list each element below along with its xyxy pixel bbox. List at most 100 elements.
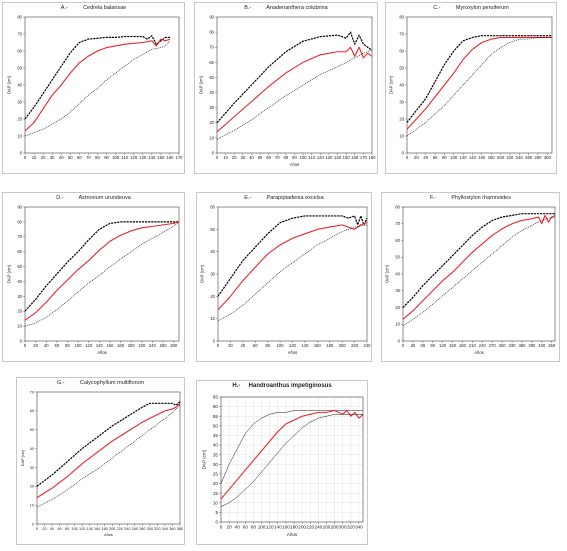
x-tick-label: 220 <box>351 343 359 348</box>
y-tick-label: 60 <box>210 204 215 209</box>
y-tick-label: 40 <box>17 279 22 284</box>
x-tick-label: 140 <box>87 527 93 531</box>
y-tick-label: 80 <box>17 219 22 224</box>
x-tick-label: 240 <box>479 343 487 348</box>
lower-bound-line <box>36 404 181 508</box>
median-line <box>406 36 552 130</box>
y-tick-label: 30 <box>30 466 34 470</box>
x-tick-label: 60 <box>253 343 258 348</box>
x-tick-label: 170 <box>360 155 368 160</box>
x-tick-label: 200 <box>128 343 136 348</box>
y-tick-label: 60 <box>17 48 22 53</box>
y-tick-label: 70 <box>209 45 214 50</box>
upper-bound-line <box>216 31 373 124</box>
chart-svg: 0 20 40 60 80 100 120 140 160 180 200 220 240 260 280 3… <box>389 14 553 160</box>
y-tick-label: 70 <box>17 234 22 239</box>
x-tick-label: 10 <box>32 155 37 160</box>
x-tick-label: 90 <box>104 155 109 160</box>
y-tick-label: 80 <box>399 14 404 19</box>
y-tick-label: 20 <box>209 120 214 125</box>
chart-svg: 0 10 20 30 40 50 60 70 80 90 100 110 120 130 140 150 160… <box>7 14 183 160</box>
y-tick-label: 35 <box>213 452 219 457</box>
x-tick-label: 20 <box>414 155 419 160</box>
plot-frame <box>36 391 181 525</box>
x-tick-label: 0 <box>402 343 405 348</box>
x-tick-label: 220 <box>138 343 146 348</box>
y-tick-label: 30 <box>209 105 214 110</box>
x-tick-label: 240 <box>149 343 157 348</box>
x-tick-label: 240 <box>124 527 130 531</box>
x-tick-label: 20 <box>41 155 46 160</box>
x-tick-label: 50 <box>68 155 73 160</box>
x-tick-label: 140 <box>469 155 477 160</box>
x-tick-label: 180 <box>488 155 496 160</box>
y-tick-label: 0 <box>215 520 218 525</box>
y-tick-label: 10 <box>210 316 215 321</box>
x-tick-label: 300 <box>544 155 552 160</box>
chart-panel-a: A.- Cedrela balansae 0 10 20 30 40 50 60 70 80 90… <box>2 2 185 174</box>
x-tick-label: 200 <box>497 155 505 160</box>
y-axis-label: DAP (cm) <box>7 264 12 283</box>
x-tick-label: 140 <box>301 343 309 348</box>
x-tick-label: 60 <box>243 525 249 530</box>
x-tick-label: 120 <box>85 343 93 348</box>
y-tick-label: 20 <box>399 116 404 121</box>
y-tick-label: 0 <box>213 338 216 343</box>
x-tick-label: 180 <box>102 527 108 531</box>
x-tick-label: 160 <box>106 343 114 348</box>
x-tick-label: 160 <box>478 155 486 160</box>
y-tick-label: 20 <box>30 485 34 489</box>
y-axis-label: DAP (cm) <box>389 75 394 94</box>
x-tick-label: 50 <box>258 155 263 160</box>
x-tick-label: 80 <box>95 155 100 160</box>
x-axis-label: Años <box>288 350 298 355</box>
x-tick-label: 0 <box>24 155 27 160</box>
y-tick-label: 10 <box>399 133 404 138</box>
upper-bound-line <box>402 213 555 308</box>
plot-frame <box>24 206 180 342</box>
y-tick-label: 20 <box>395 305 400 310</box>
x-tick-label: 0 <box>220 525 223 530</box>
x-tick-label: 220 <box>117 527 123 531</box>
y-tick-label: 50 <box>395 255 400 260</box>
chart-title: H.- Handroanthus impetiginosus <box>232 383 332 389</box>
x-tick-label: 120 <box>317 155 325 160</box>
y-tick-label: 60 <box>209 60 214 65</box>
x-tick-label: 70 <box>275 155 280 160</box>
x-tick-label: 10 <box>223 155 228 160</box>
x-tick-label: 0 <box>406 155 409 160</box>
x-tick-label: 300 <box>499 343 507 348</box>
x-tick-label: 200 <box>339 343 347 348</box>
x-tick-label: 160 <box>94 527 100 531</box>
x-tick-label: 0 <box>216 155 219 160</box>
x-tick-label: 280 <box>331 525 339 530</box>
x-tick-label: 60 <box>433 155 438 160</box>
y-tick-label: 10 <box>213 500 219 505</box>
median-line <box>24 221 180 321</box>
x-tick-label: 130 <box>139 155 147 160</box>
x-tick-label: 360 <box>518 343 526 348</box>
y-tick-label: 40 <box>30 447 34 451</box>
x-tick-label: 120 <box>289 343 297 348</box>
x-tick-label: 20 <box>232 155 237 160</box>
x-tick-label: 20 <box>42 527 46 531</box>
y-axis-label: DAP (cm) <box>21 449 25 466</box>
x-tick-label: 180 <box>369 155 377 160</box>
x-tick-label: 260 <box>525 155 533 160</box>
x-tick-label: 100 <box>300 155 308 160</box>
chart-svg: 0 30 60 90 120 150 180 210 240 270 300 330 360 390 420… <box>385 204 556 354</box>
x-tick-label: 340 <box>355 525 363 530</box>
lower-bound-line <box>406 37 552 137</box>
x-tick-label: 40 <box>240 343 245 348</box>
x-tick-label: 450 <box>548 343 556 348</box>
x-tick-label: 240 <box>364 343 372 348</box>
y-tick-label: 65 <box>213 395 219 400</box>
x-tick-label: 300 <box>147 527 153 531</box>
y-axis-label: DAP (cm) <box>385 264 390 283</box>
x-tick-label: 40 <box>249 155 254 160</box>
median-line <box>217 222 368 311</box>
x-tick-label: 20 <box>227 525 233 530</box>
lower-bound-line <box>216 49 373 140</box>
x-tick-label: 80 <box>65 343 70 348</box>
x-tick-label: 280 <box>139 527 145 531</box>
